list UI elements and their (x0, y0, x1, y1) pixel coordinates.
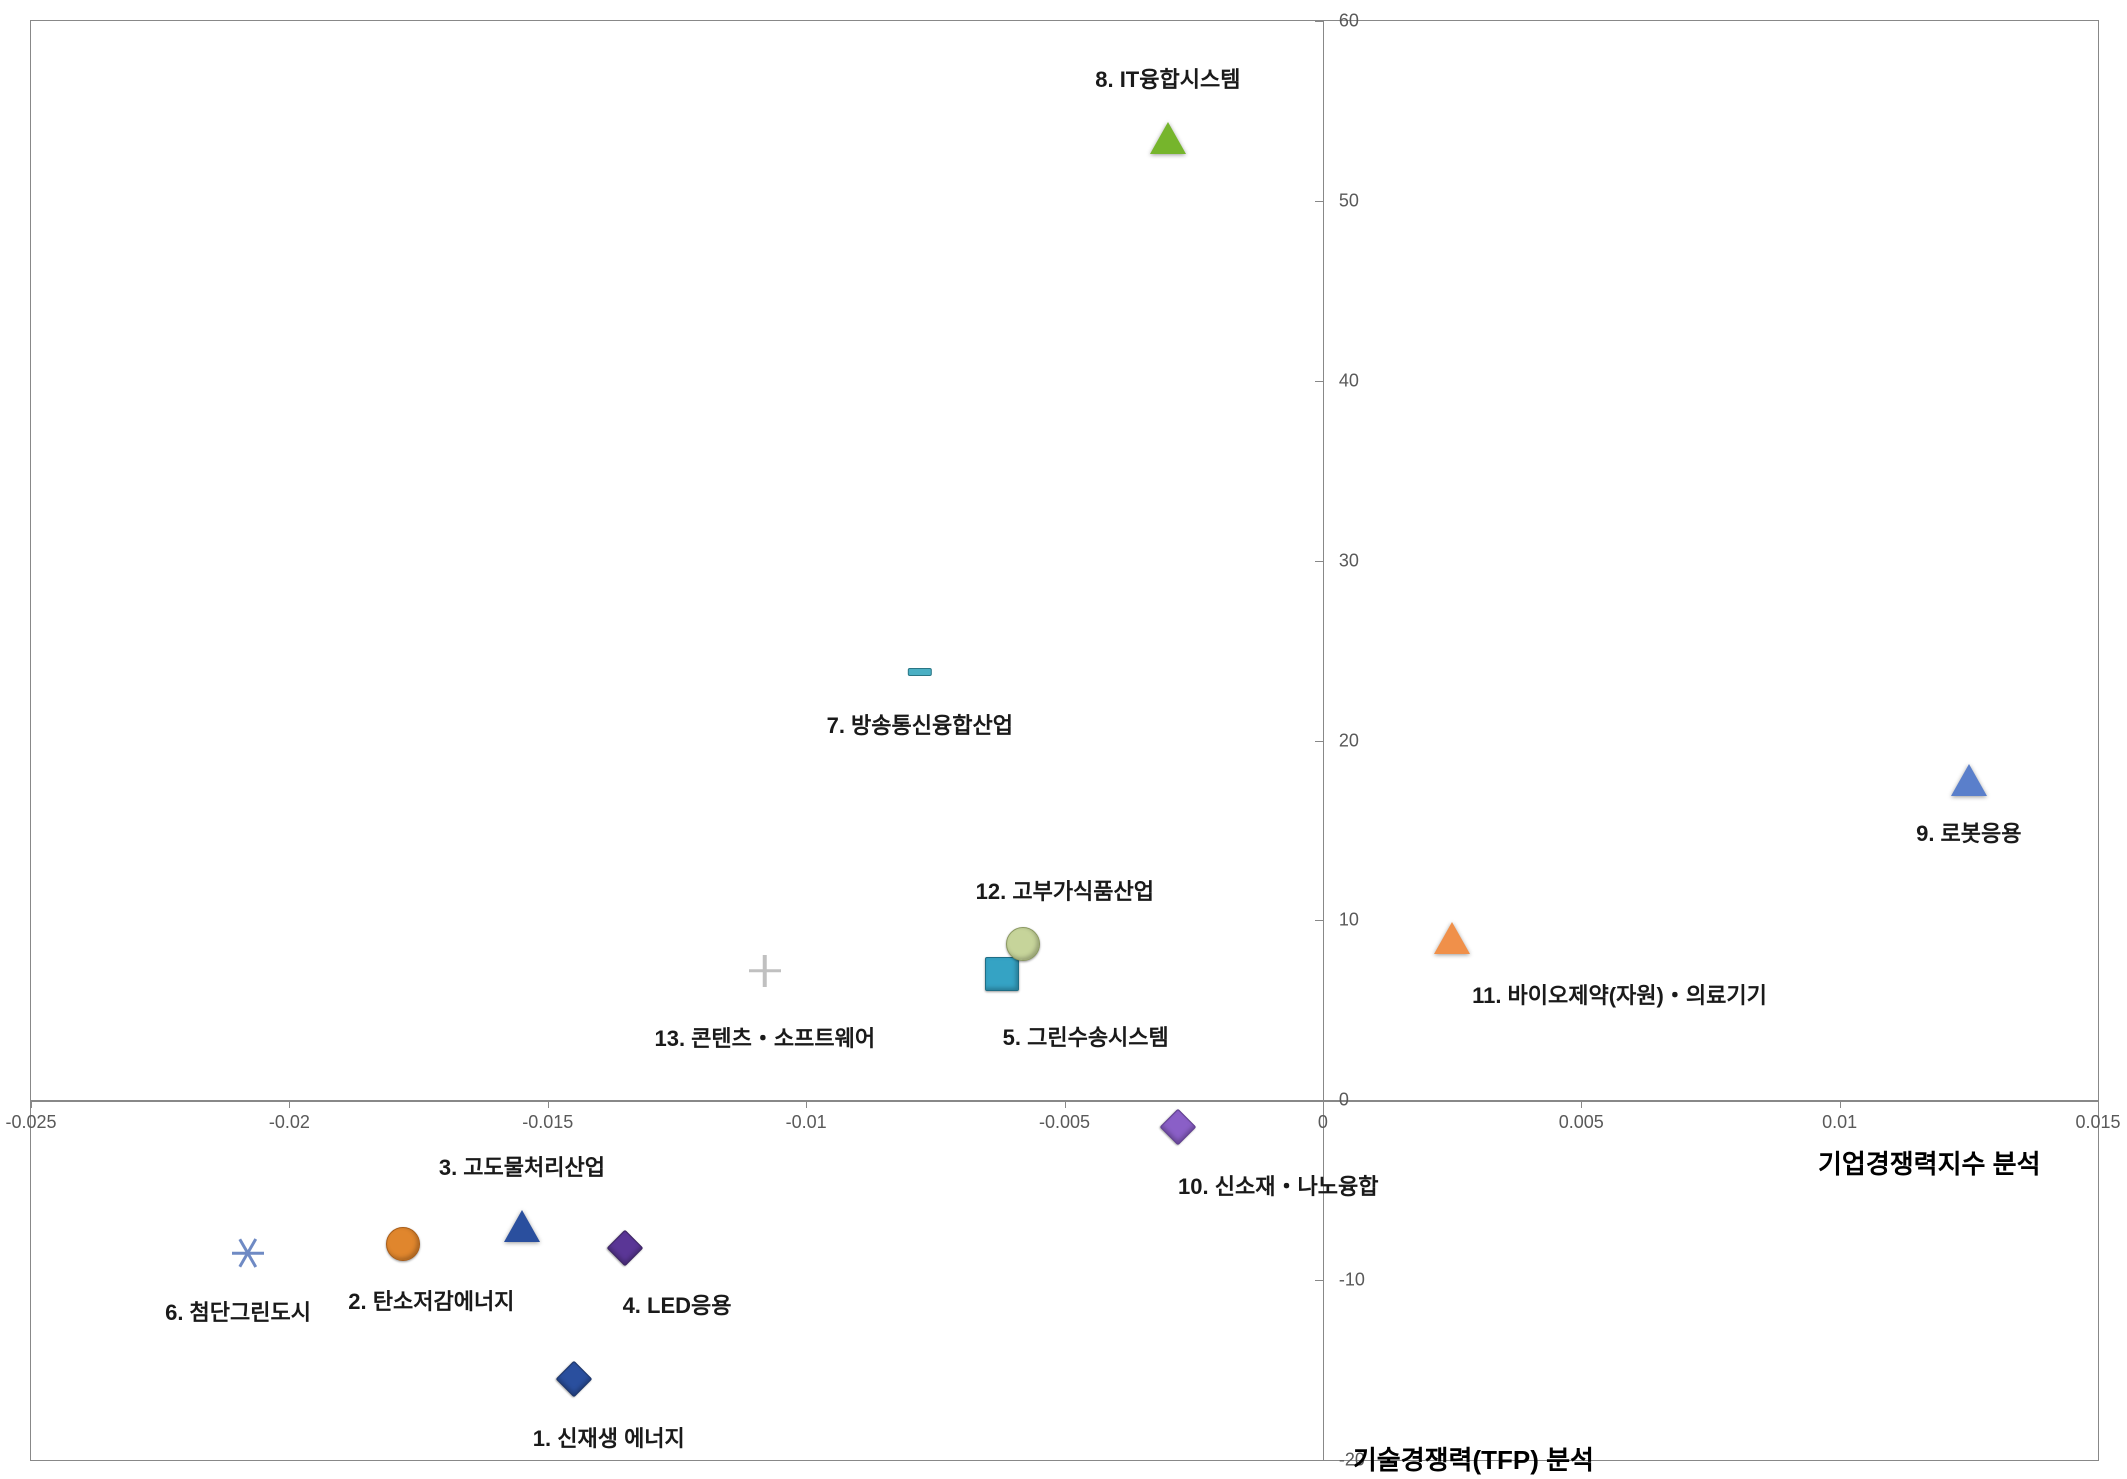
data-point-10 (1160, 1109, 1197, 1146)
y-tick-label: 50 (1339, 190, 1359, 211)
data-label-6: 6. 첨단그린도시 (165, 1295, 311, 1327)
y-tick (1315, 1460, 1323, 1461)
data-point-2 (386, 1227, 420, 1261)
data-label-9: 9. 로봇응용 (1916, 816, 2021, 848)
y-tick (1315, 561, 1323, 562)
data-point-12 (1006, 927, 1040, 961)
data-point-11 (1434, 922, 1470, 954)
x-tick (2098, 1100, 2099, 1108)
y-tick-label: -10 (1339, 1270, 1365, 1291)
x-tick-label: -0.005 (1039, 1112, 1090, 1133)
data-label-11: 11. 바이오제약(자원)・의료기기 (1472, 978, 1767, 1010)
x-tick-label: 0 (1318, 1112, 1328, 1133)
data-point-5 (985, 957, 1019, 991)
x-tick (1065, 1100, 1066, 1108)
x-tick (806, 1100, 807, 1108)
y-tick-label: 20 (1339, 730, 1359, 751)
plot-area: -0.025-0.02-0.015-0.01-0.00500.0050.010.… (30, 20, 2099, 1461)
data-point-13 (749, 955, 781, 987)
x-tick-label: 0.015 (2075, 1112, 2120, 1133)
data-label-8: 8. IT융합시스템 (1095, 62, 1240, 94)
x-tick-label: -0.015 (522, 1112, 573, 1133)
data-label-4: 4. LED응용 (623, 1288, 732, 1320)
x-tick (1581, 1100, 1582, 1108)
chart-container: -0.025 -0.02 -0.015 -0.01 -0.005 0 0.005 0.01 0.… (0, 0, 2127, 1479)
y-tick-label: 10 (1339, 910, 1359, 931)
x-tick (289, 1100, 290, 1108)
y-tick-label: 60 (1339, 11, 1359, 32)
data-label-7: 7. 방송통신융합산업 (827, 708, 1013, 740)
x-axis-title: 기업경쟁력지수 분석 (1818, 1144, 2041, 1181)
data-label-1: 1. 신재생 에너지 (533, 1421, 685, 1453)
data-point-9 (1951, 764, 1987, 796)
y-tick-label: 0 (1339, 1090, 1349, 1111)
y-tick (1315, 201, 1323, 202)
x-tick (1840, 1100, 1841, 1108)
y-tick (1315, 21, 1323, 22)
data-label-10: 10. 신소재・나노융합 (1178, 1169, 1378, 1201)
y-tick (1315, 381, 1323, 382)
data-point-4 (607, 1229, 644, 1266)
x-tick-label: -0.025 (5, 1112, 56, 1133)
x-tick (31, 1100, 32, 1108)
data-label-5: 5. 그린수송시스템 (1003, 1020, 1169, 1052)
x-tick (548, 1100, 549, 1108)
x-tick-label: -0.01 (786, 1112, 827, 1133)
data-label-13: 13. 콘텐츠・소프트웨어 (654, 1021, 875, 1053)
data-point-6 (232, 1237, 264, 1269)
data-label-12: 12. 고부가식품산업 (976, 874, 1154, 906)
y-tick-label: 40 (1339, 370, 1359, 391)
data-point-8 (1150, 122, 1186, 154)
y-axis-line (1323, 21, 1325, 1460)
x-tick (1323, 1100, 1324, 1108)
y-tick (1315, 1100, 1323, 1101)
data-point-3 (504, 1210, 540, 1242)
y-axis-title: 기술경쟁력(TFP) 분석 (1353, 1440, 1594, 1477)
y-tick (1315, 741, 1323, 742)
data-label-3: 3. 고도물처리산업 (439, 1150, 605, 1182)
x-tick-label: 0.005 (1559, 1112, 1604, 1133)
data-point-7 (908, 668, 932, 676)
data-label-2: 2. 탄소저감에너지 (348, 1284, 514, 1316)
y-tick-label: 30 (1339, 550, 1359, 571)
x-tick-label: 0.01 (1822, 1112, 1857, 1133)
data-point-1 (555, 1361, 592, 1398)
x-tick-label: -0.02 (269, 1112, 310, 1133)
y-tick (1315, 920, 1323, 921)
y-tick (1315, 1280, 1323, 1281)
